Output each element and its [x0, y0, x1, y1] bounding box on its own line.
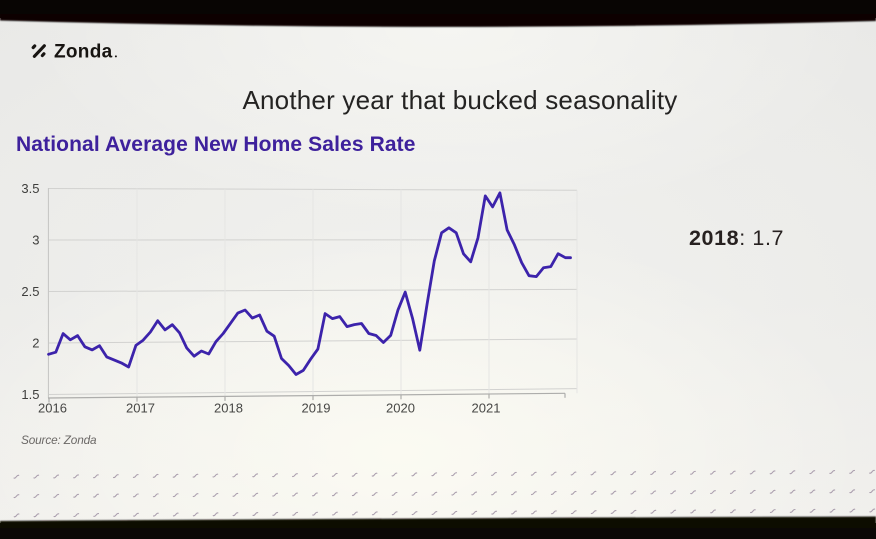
svg-text:1.5: 1.5 — [21, 387, 39, 402]
svg-text:Zonda: Zonda — [54, 42, 113, 63]
svg-text:2016: 2016 — [38, 401, 67, 416]
svg-text:2020: 2020 — [386, 401, 415, 416]
svg-text:2021: 2021 — [472, 401, 501, 416]
svg-text:3: 3 — [32, 233, 39, 248]
svg-text:3.5: 3.5 — [21, 181, 39, 196]
svg-text:2018: 2018 — [214, 401, 243, 416]
svg-text:2017: 2017 — [126, 401, 155, 416]
svg-text:2: 2 — [32, 336, 39, 351]
svg-text:2.5: 2.5 — [21, 284, 39, 299]
svg-text:2019: 2019 — [302, 401, 331, 416]
